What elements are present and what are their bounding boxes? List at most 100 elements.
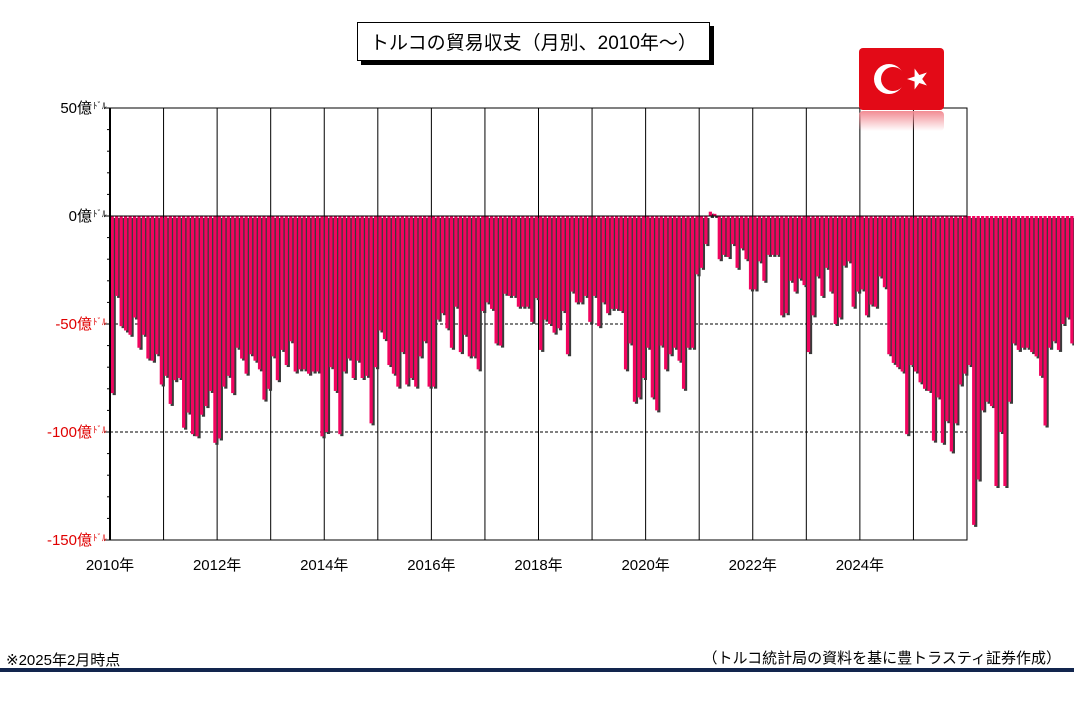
bar [606,216,610,314]
bar-shadow [483,218,487,314]
bar-shadow [643,218,648,380]
bar [539,216,543,350]
bar [610,216,614,309]
bar-shadow [206,218,210,409]
bar [824,216,829,268]
bar [333,216,338,391]
bar [914,216,918,372]
bar [637,216,641,398]
bar [382,216,387,340]
bar-shadow [969,218,973,368]
bar-shadow [750,218,755,292]
bar-shadow [840,218,844,320]
bar [864,216,869,316]
bar-shadow [478,218,482,372]
bar [766,216,770,255]
bar-shadow [585,218,589,298]
bar [329,216,333,368]
bar-shadow [1036,218,1040,359]
bar [248,216,253,355]
bar-shadow [866,218,871,318]
bar-shadow [929,218,933,393]
bar-shadow [871,218,875,307]
bar [815,216,820,277]
bar-shadow [670,218,674,357]
bar-shadow [795,218,799,294]
bar-shadow [215,218,219,445]
bar [396,216,400,387]
bar-shadow [942,218,947,445]
bar [601,216,605,303]
bar-shadow [1023,218,1027,350]
bar [168,216,172,404]
bar [632,216,637,402]
bar [449,216,454,348]
bar [324,216,329,432]
bar-shadow [179,218,183,380]
bar-shadow [813,218,817,318]
bar [918,216,922,383]
bar-shadow [594,218,598,298]
bar-shadow [800,218,804,281]
bar [565,216,570,355]
bar [159,216,163,385]
bar [378,216,382,331]
bar [891,216,895,363]
bar-shadow [907,218,911,437]
bar-shadow [505,218,509,296]
bar [320,216,324,437]
bar [423,216,427,342]
bar-shadow [496,218,500,346]
bar-shadow [902,218,906,374]
bar-shadow [157,218,161,357]
bar-shadow [322,218,326,439]
bar-shadow [407,218,411,387]
x-tick-label: 2018年 [514,557,562,574]
bar [445,216,449,329]
bar-shadow [764,218,768,283]
bar-shadow [947,218,951,424]
bar [360,216,364,378]
bar [182,216,186,428]
bar [208,216,213,391]
bar-shadow [389,218,393,368]
bar [119,216,123,327]
bar [677,216,681,361]
bar [668,216,672,355]
bar [784,216,788,314]
bar-shadow [697,218,701,277]
bar-shadow [291,218,295,344]
bar-shadow [1027,218,1031,350]
y-tick-unit: ﾄﾞﾙ [93,425,107,435]
bar [887,216,891,355]
bar-shadow [527,218,531,309]
bar-shadow [362,218,366,380]
bar-shadow [826,218,831,270]
bar-shadow [634,218,639,404]
bar [110,216,114,394]
bar [481,216,485,312]
bar [1030,216,1034,353]
bar [498,216,503,346]
bar [806,216,811,353]
bar [699,216,704,268]
bar-shadow [451,218,456,350]
bar [757,216,762,262]
bar [373,216,378,368]
bar [1007,216,1012,402]
bar [659,216,663,346]
bar [798,216,802,279]
bar-shadow [884,218,889,290]
bar-shadow [313,218,317,374]
bar [775,216,779,255]
bar [722,216,726,255]
bar [494,216,498,344]
bar-shadow [170,218,174,406]
bar [503,216,507,294]
bar [150,216,155,361]
bar [512,216,516,296]
bar [1052,216,1056,342]
bar-shadow [398,218,402,389]
bar-shadow [286,218,290,368]
bar [739,216,744,249]
